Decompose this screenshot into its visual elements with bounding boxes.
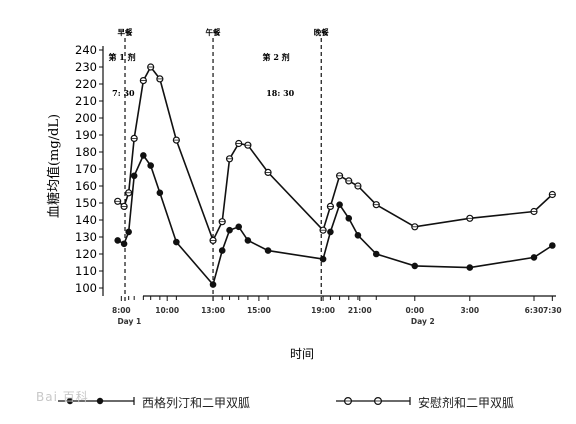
data-point — [114, 237, 121, 244]
data-point — [156, 189, 164, 197]
data-point — [147, 162, 154, 169]
watermark-logo: Bai 百科 — [36, 390, 89, 404]
y-tick-label: 190 — [75, 128, 97, 142]
data-point — [411, 262, 419, 270]
data-point — [319, 255, 327, 263]
y-tick-label: 170 — [75, 162, 97, 176]
data-point — [354, 232, 362, 239]
legend-label-placebo: 安慰剂和二甲双胍 — [418, 396, 515, 410]
x-axis: 8:00 10:00 13:00 15:00 19:00 21:00 0:00 3:00 6:3… — [112, 296, 562, 326]
data-point — [125, 228, 132, 236]
y-tick-label: 120 — [75, 247, 97, 261]
x-tick-label: 21:00 — [348, 306, 372, 315]
x-tick-label: 3:00 — [460, 306, 479, 315]
meal-marker-label: 早餐 — [118, 27, 133, 37]
legend-marker — [96, 397, 104, 405]
day-label: Day 1 — [117, 317, 141, 326]
y-tick-label: 180 — [75, 145, 97, 159]
y-tick-label: 200 — [75, 111, 97, 125]
dose-annotation: 第 1 剂 — [109, 52, 136, 62]
data-point — [235, 223, 243, 231]
data-point — [372, 250, 380, 258]
data-point — [327, 228, 334, 236]
day-label: Day 2 — [411, 317, 435, 326]
y-tick-label: 220 — [75, 77, 97, 91]
y-tick-label: 100 — [75, 281, 97, 295]
legend-label-sitagliptin: 西格列汀和二甲双胍 — [142, 396, 251, 410]
data-point — [345, 215, 353, 222]
legend-marker — [66, 397, 74, 405]
data-point — [336, 201, 343, 208]
x-tick-label: 6:30 — [525, 306, 544, 315]
y-tick-label: 160 — [75, 179, 97, 193]
y-axis: 100 110 120 130 140 150 160 170 180 190 200 210 220 2… — [75, 43, 103, 295]
x-tick-label: 0:00 — [405, 306, 424, 315]
y-tick-label: 140 — [75, 213, 97, 227]
data-point — [549, 242, 556, 249]
data-point — [120, 240, 128, 248]
data-point — [264, 247, 272, 254]
x-tick-label: 19:00 — [311, 306, 335, 315]
y-tick-label: 130 — [75, 230, 97, 244]
dose-annotation: 第 2 剂 — [263, 52, 290, 62]
data-point — [140, 152, 147, 159]
y-tick-label: 110 — [75, 264, 97, 278]
data-point — [173, 238, 180, 246]
dose-annotation: 7: 30 — [112, 88, 135, 98]
data-point — [226, 226, 233, 234]
x-axis-title: 时间 — [290, 347, 314, 361]
y-tick-label: 230 — [75, 60, 97, 74]
meal-markers: 早餐 午餐 晚餐 — [118, 27, 329, 304]
x-tick-label: 15:00 — [247, 306, 271, 315]
y-tick-label: 210 — [75, 94, 97, 108]
data-point — [218, 247, 226, 254]
data-point — [244, 237, 252, 244]
y-tick-label: 240 — [75, 43, 97, 57]
dose-annotations: 第 1 剂 7: 30 第 2 剂 18: 30 — [109, 52, 295, 98]
data-point — [130, 172, 138, 180]
y-tick-label: 150 — [75, 196, 97, 210]
meal-marker-label: 午餐 — [206, 27, 221, 37]
plot-frame — [102, 46, 556, 297]
dose-annotation: 18: 30 — [266, 88, 294, 98]
legend-symbols — [58, 397, 411, 406]
series-line — [117, 153, 553, 287]
x-tick-label: 10:00 — [155, 306, 179, 315]
x-tick-label: 7:30 — [543, 306, 562, 315]
x-tick-label: 13:00 — [201, 306, 225, 315]
data-point — [530, 254, 538, 261]
meal-marker-label: 晚餐 — [314, 27, 329, 37]
data-point — [209, 281, 217, 288]
series-line — [117, 65, 553, 243]
y-axis-title: 血糖均值(mg/dL) — [46, 114, 62, 218]
series-lines — [114, 63, 556, 288]
data-point — [466, 264, 474, 271]
x-tick-label: 8:00 — [112, 306, 131, 315]
